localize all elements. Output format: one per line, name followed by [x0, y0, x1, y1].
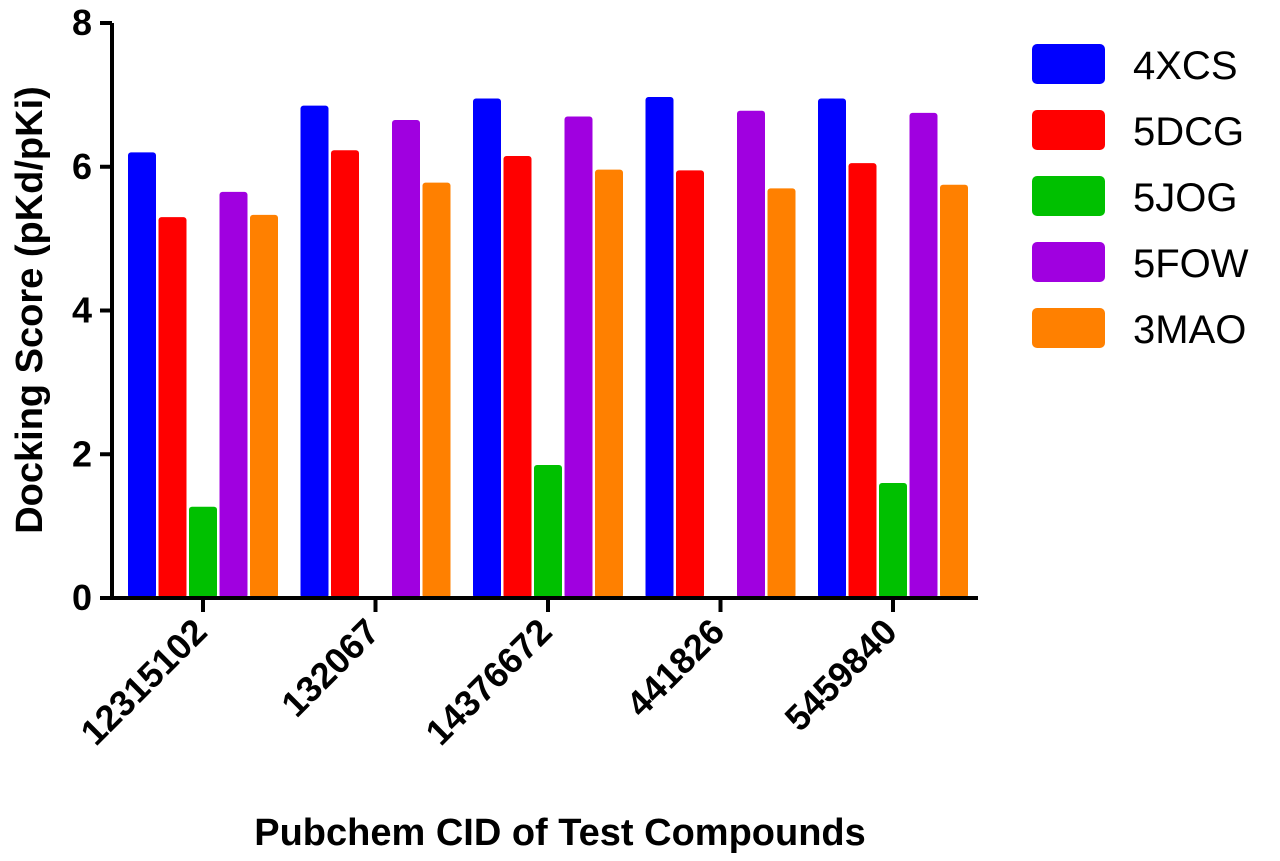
bar-5DCG-441826 [676, 170, 704, 598]
x-tick-label-5459840: 5459840 [777, 611, 905, 739]
x-axis-title: Pubchem CID of Test Compounds [254, 812, 866, 854]
y-tick-label-4: 4 [72, 290, 92, 331]
bar-5FOW-132067 [392, 120, 420, 598]
bar-5FOW-14376672 [564, 116, 593, 598]
x-tick-label-132067: 132067 [273, 611, 387, 725]
legend-label-5JOG: 5JOG [1133, 176, 1237, 220]
axes-layer [100, 21, 978, 612]
y-axis-title: Docking Score (pKd/pKi) [9, 86, 51, 534]
legend: 4XCS 5DCG 5JOG 5FOW 3MAO [1032, 44, 1249, 352]
bar-5DCG-5459840 [848, 163, 877, 598]
x-tick-label-12315102: 12315102 [72, 611, 214, 753]
y-tick-label-2: 2 [72, 433, 92, 474]
bar-5FOW-5459840 [909, 112, 938, 598]
bar-3MAO-12315102 [250, 214, 278, 598]
y-tick-label-6: 6 [72, 146, 92, 187]
bar-5DCG-132067 [331, 150, 359, 598]
bar-5JOG-12315102 [189, 506, 217, 598]
bar-3MAO-5459840 [940, 184, 968, 598]
x-tick-label-441826: 441826 [618, 611, 732, 725]
legend-swatch-5DCG [1032, 110, 1105, 150]
legend-swatch-5JOG [1032, 176, 1105, 216]
legend-swatch-4XCS [1032, 44, 1105, 84]
bar-4XCS-132067 [300, 105, 329, 598]
bar-5DCG-12315102 [158, 217, 187, 598]
bars-layer [128, 97, 968, 598]
bar-3MAO-14376672 [595, 169, 623, 598]
x-tick-label-14376672: 14376672 [417, 611, 559, 753]
legend-label-5DCG: 5DCG [1133, 110, 1244, 154]
bar-5JOG-14376672 [534, 465, 562, 598]
bar-5FOW-441826 [737, 110, 765, 598]
legend-label-4XCS: 4XCS [1133, 44, 1238, 88]
bar-5FOW-12315102 [219, 191, 248, 598]
bar-3MAO-132067 [422, 182, 451, 598]
legend-swatch-5FOW [1032, 242, 1105, 282]
bar-3MAO-441826 [767, 188, 796, 598]
y-tick-label-0: 0 [72, 577, 92, 618]
bar-4XCS-5459840 [818, 98, 846, 598]
bar-4XCS-12315102 [128, 152, 156, 598]
legend-swatch-3MAO [1032, 308, 1105, 348]
legend-label-3MAO: 3MAO [1133, 308, 1246, 352]
legend-label-5FOW: 5FOW [1133, 242, 1249, 286]
bar-4XCS-441826 [645, 97, 674, 598]
bar-5DCG-14376672 [503, 155, 532, 598]
y-tick-label-8: 8 [72, 2, 92, 43]
bar-5JOG-5459840 [879, 483, 907, 598]
bar-4XCS-14376672 [473, 98, 501, 598]
